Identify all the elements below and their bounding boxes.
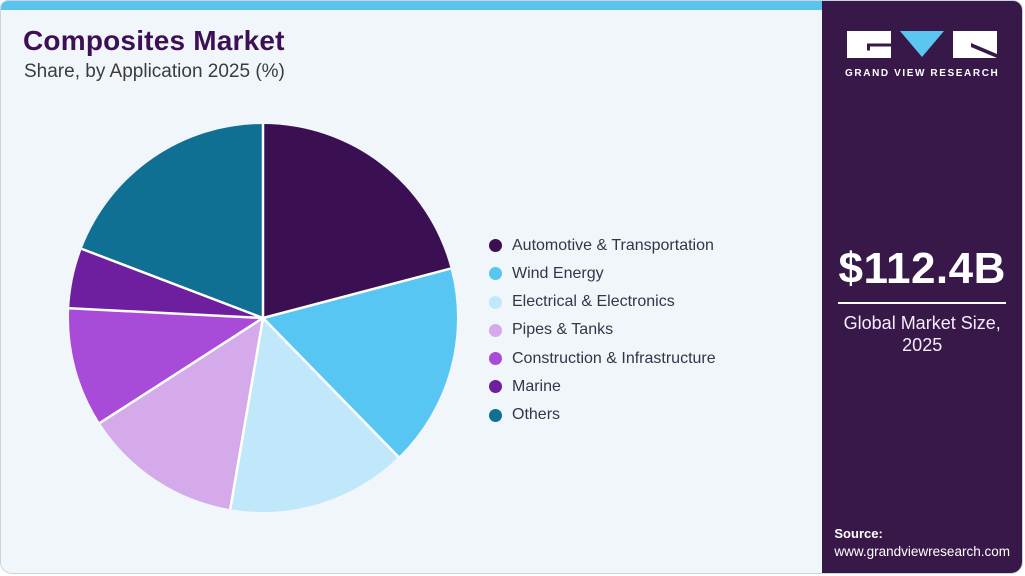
legend-item: Electrical & Electronics [489,293,716,311]
sidebar: GRAND VIEW RESEARCH $112.4B Global Marke… [822,1,1022,573]
legend-item: Marine [489,378,716,395]
legend-label: Automotive & Transportation [512,236,714,254]
legend-swatch [489,408,502,422]
pie-slice [99,318,263,510]
gvr-logo-icon [847,31,998,58]
market-size-value: $112.4B [838,244,1006,293]
source-block: Source: www.grandviewresearch.com [834,526,1010,559]
legend-swatch [489,295,502,309]
legend-label: Electrical & Electronics [512,293,675,311]
legend-item: Pipes & Tanks [489,321,716,339]
legend-swatch [489,380,502,394]
pie-slice-separator [262,317,400,458]
legend-item: Automotive & Transportation [489,237,716,254]
pie-slice-separator [229,317,265,510]
legend-item: Wind Energy [489,265,716,282]
legend-swatch [489,352,502,366]
source-label: Source: [834,526,883,541]
market-size-caption-line1: Global Market Size, [843,313,1001,333]
divider-line [838,302,1007,304]
page-title: Composites Market [23,25,285,56]
pie-slice [230,318,399,513]
legend-swatch [489,239,502,252]
legend-label: Construction & Infrastructure [512,349,716,367]
top-accent-bar [1,1,823,10]
pie-slice [263,124,451,318]
pie-slice [69,308,263,423]
gvr-logo-text: GRAND VIEW RESEARCH [845,68,1000,79]
pie-slice [263,268,458,457]
legend-label: Marine [512,377,561,395]
pie-slice [81,124,264,318]
legend: Automotive & Transportation Wind Energy El… [489,237,716,435]
pie-slice-separator [81,247,264,320]
gvr-logo: GRAND VIEW RESEARCH [822,31,1022,79]
legend-label: Others [512,406,561,424]
page-subtitle: Share, by Application 2025 (%) [24,61,285,82]
legend-item: Construction & Infrastructure [489,350,716,367]
legend-swatch [489,323,502,337]
pie-slice-separator [262,267,451,320]
market-size-caption-line2: 2025 [902,335,943,355]
legend-label: Wind Energy [512,264,604,282]
source-url: www.grandviewresearch.com [834,544,1010,559]
pie-slice-separator [99,316,264,425]
pie-chart [69,124,458,513]
chart-panel: Composites Market Share, by Application … [1,1,823,573]
pie-slice-separator [69,307,264,320]
legend-item: Others [489,406,716,424]
legend-swatch [489,267,502,281]
market-size-block: $112.4B Global Market Size, 2025 [822,244,1022,356]
legend-label: Pipes & Tanks [512,321,614,339]
